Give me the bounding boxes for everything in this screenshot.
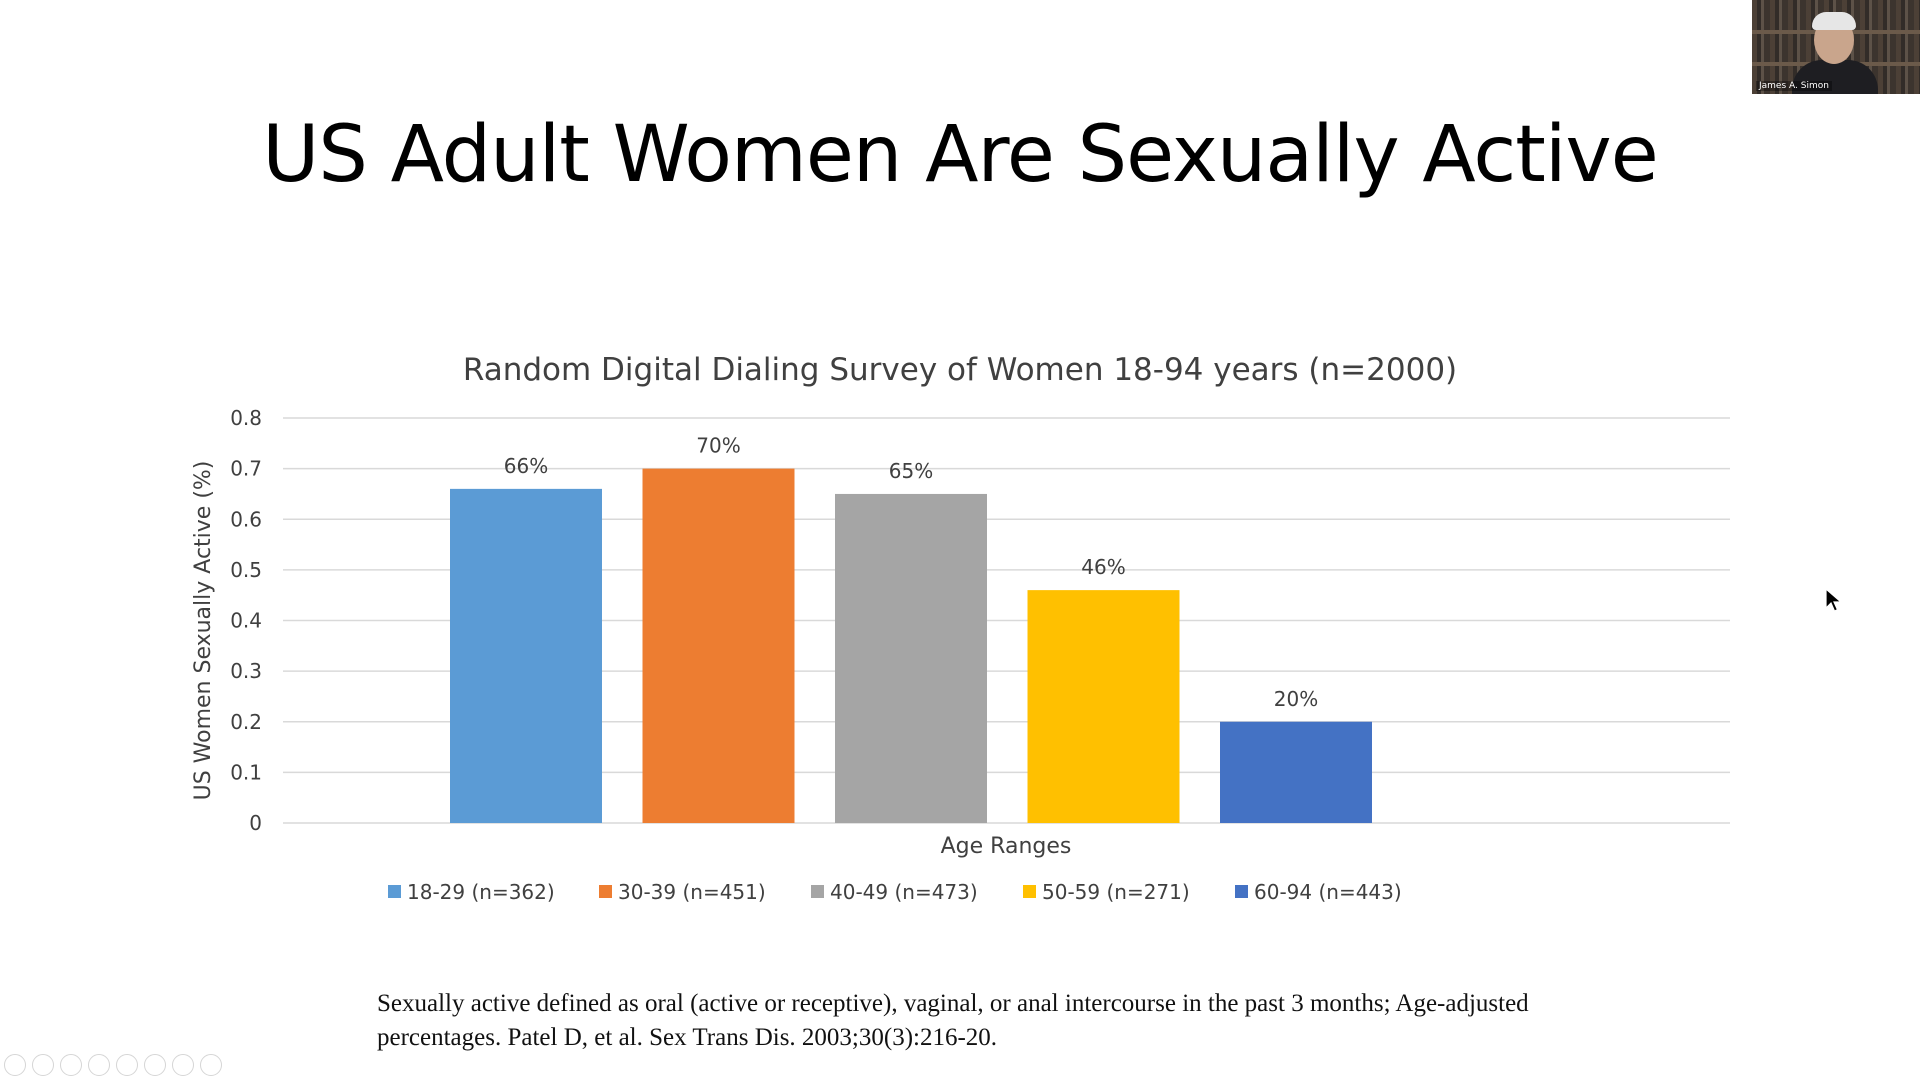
presenter-hair: [1812, 12, 1856, 30]
y-tick-label: 0.8: [230, 406, 262, 430]
more-icon[interactable]: [200, 1054, 222, 1076]
camera-icon[interactable]: [172, 1054, 194, 1076]
bar-40-49: [835, 493, 987, 823]
presenter-body: [1792, 60, 1878, 94]
zoom-icon[interactable]: [116, 1054, 138, 1076]
legend-swatch: [811, 885, 824, 898]
pointer-icon[interactable]: [32, 1054, 54, 1076]
bar-18-29: [450, 488, 602, 823]
pen-icon[interactable]: [60, 1054, 82, 1076]
slides-icon[interactable]: [88, 1054, 110, 1076]
legend-swatch: [1023, 885, 1036, 898]
bar-50-59: [1027, 590, 1180, 823]
x-axis-label: Age Ranges: [941, 834, 1072, 859]
legend-swatch: [599, 885, 612, 898]
previous-icon[interactable]: [4, 1054, 26, 1076]
legend-label: 30-39 (n=451): [618, 880, 766, 904]
y-axis-ticks: 0 0.1 0.2 0.3 0.4 0.5 0.6 0.7 0.8: [230, 406, 262, 835]
y-tick-label: 0.2: [230, 710, 262, 734]
legend: 18-29 (n=362) 30-39 (n=451) 40-49 (n=473) 5…: [388, 880, 1402, 904]
bar-chart: Random Digital Dialing Survey of Women 1…: [191, 352, 1730, 904]
data-labels: 66% 70% 65% 46% 20%: [504, 434, 1318, 711]
y-tick-label: 0.4: [230, 609, 262, 633]
webcam-thumbnail[interactable]: James A. Simon: [1752, 0, 1920, 94]
data-label: 66%: [504, 454, 548, 478]
legend-label: 60-94 (n=443): [1254, 880, 1402, 904]
subtitles-icon[interactable]: [144, 1054, 166, 1076]
y-tick-label: 0.1: [230, 760, 262, 784]
y-tick-label: 0.5: [230, 558, 262, 582]
legend-swatch: [1235, 885, 1248, 898]
y-tick-label: 0.3: [230, 659, 262, 683]
y-tick-label: 0.7: [230, 457, 262, 481]
presentation-toolbar: [4, 1054, 222, 1076]
webcam-name-tag: James A. Simon: [1756, 81, 1832, 91]
bar-60-94: [1220, 721, 1372, 823]
footnote: Sexually active defined as oral (active …: [377, 990, 1529, 1051]
data-label: 20%: [1274, 687, 1318, 711]
legend-label: 40-49 (n=473): [830, 880, 978, 904]
bar-30-39: [642, 468, 795, 823]
y-axis-label: US Women Sexually Active (%): [191, 461, 216, 801]
chart-title: Random Digital Dialing Survey of Women 1…: [463, 352, 1457, 388]
data-label: 65%: [889, 459, 933, 483]
legend-swatch: [388, 885, 401, 898]
mouse-cursor-icon: [1825, 587, 1843, 619]
slide-title: US Adult Women Are Sexually Active: [262, 110, 1658, 200]
y-tick-label: 0.6: [230, 507, 262, 531]
y-tick-label: 0: [249, 811, 262, 835]
bars: [450, 468, 1372, 823]
legend-label: 18-29 (n=362): [407, 880, 555, 904]
legend-label: 50-59 (n=271): [1042, 880, 1190, 904]
data-label: 70%: [696, 434, 740, 458]
data-label: 46%: [1081, 555, 1125, 579]
